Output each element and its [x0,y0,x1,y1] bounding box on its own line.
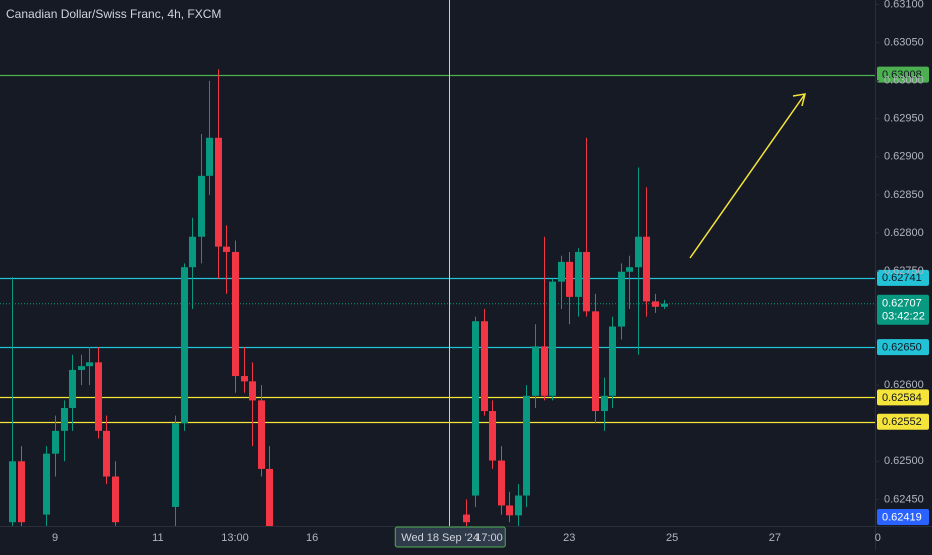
crosshair-time: 17:00 [475,532,503,544]
y-tick-label: 0.62800 [884,227,924,239]
candle-body [463,514,470,523]
y-tick-label: 0.63000 [884,75,924,87]
candle-body [266,468,273,526]
candle-body [661,303,668,307]
y-tick-label: 0.63100 [884,0,924,10]
candle-body [583,251,590,312]
candle-body [523,395,530,496]
candle-body [223,246,230,252]
y-tick-label: 0.62450 [884,493,924,505]
x-tick-label: 16 [306,532,318,544]
candle-body [61,408,68,431]
candle-body [541,346,548,396]
y-tick-label: 0.62500 [884,455,924,467]
candle-body [515,495,522,516]
crosshair-price-label: 0.62419 [882,511,922,523]
y-tick-label: 0.62900 [884,151,924,163]
candle-body [575,251,582,297]
candle-body [635,236,642,268]
trend-arrow-head [792,93,807,107]
candle-body [18,461,25,523]
overlay: 0.63008 0.62741 0.62650 0.62584 0.62552 0.627… [394,66,929,548]
candle-body [566,261,573,297]
y-tick-label: 0.63050 [884,37,924,49]
crosshair-time-box [394,526,506,548]
candle-body [249,381,256,401]
crosshair-date: Wed 18 Sep '24 [401,532,479,544]
candle-body [626,267,633,272]
candle-body [489,411,496,461]
candle-body [95,362,102,431]
line-price-label: 0.63008 [882,69,922,81]
line-price-box [877,269,929,286]
x-tick-label: 25 [666,532,678,544]
line-price-label: 0.62552 [882,416,922,428]
candle-body [601,395,608,412]
candle-body [181,267,188,424]
x-tick-label: 9 [52,532,58,544]
countdown-label: 03:42:22 [882,311,925,323]
line-price-box [877,389,929,406]
y-tick-label: 0.62750 [884,265,924,277]
crosshair-price-box [877,509,929,525]
candle-body [609,326,616,396]
candle-body [9,461,16,523]
x-tick-label: 13:00 [221,532,249,544]
candle-body [549,281,556,396]
candle-body [652,301,659,307]
candle-body [643,236,650,302]
candle-body [506,505,513,516]
candle-body [532,346,539,396]
candle-body [112,476,119,523]
line-price-box [877,66,929,83]
x-tick-label: 27 [769,532,781,544]
line-price-label: 0.62584 [882,392,922,404]
candle-body [241,376,248,382]
x-tick-label: 0 [875,532,881,544]
last-price-label: 0.62707 [882,298,922,310]
x-tick-label: 11 [152,532,163,544]
candle-body [498,460,505,506]
trend-arrow [689,93,806,259]
candle-body [198,175,205,237]
candle-body [215,137,222,247]
candle-body [78,366,85,370]
candle-body [232,251,239,377]
candle-body [481,321,488,412]
candle-body [172,423,179,507]
line-price-box [877,339,929,356]
line-price-box [877,413,929,430]
candle-body [69,369,76,409]
candle-body [258,400,265,469]
x-tick-label: 23 [563,532,575,544]
candle-body [43,453,50,515]
candle-body [206,137,213,176]
candle-body [558,261,565,282]
y-tick-label: 0.62600 [884,379,924,391]
candle-body [189,236,196,268]
candle-body [472,321,479,496]
candle-body [103,430,110,477]
last-price-box [877,294,929,325]
candle-body [52,430,59,454]
plot-area [0,0,875,526]
y-tick-label: 0.62950 [884,113,924,125]
line-price-label: 0.62741 [882,272,922,284]
candle-body [86,362,93,367]
candle-body [618,271,625,327]
chart-title: Canadian Dollar/Swiss Franc, 4h, FXCM [6,7,221,21]
y-tick-label: 0.62850 [884,189,924,201]
candle-body [592,311,599,412]
line-price-label: 0.62650 [882,342,922,354]
